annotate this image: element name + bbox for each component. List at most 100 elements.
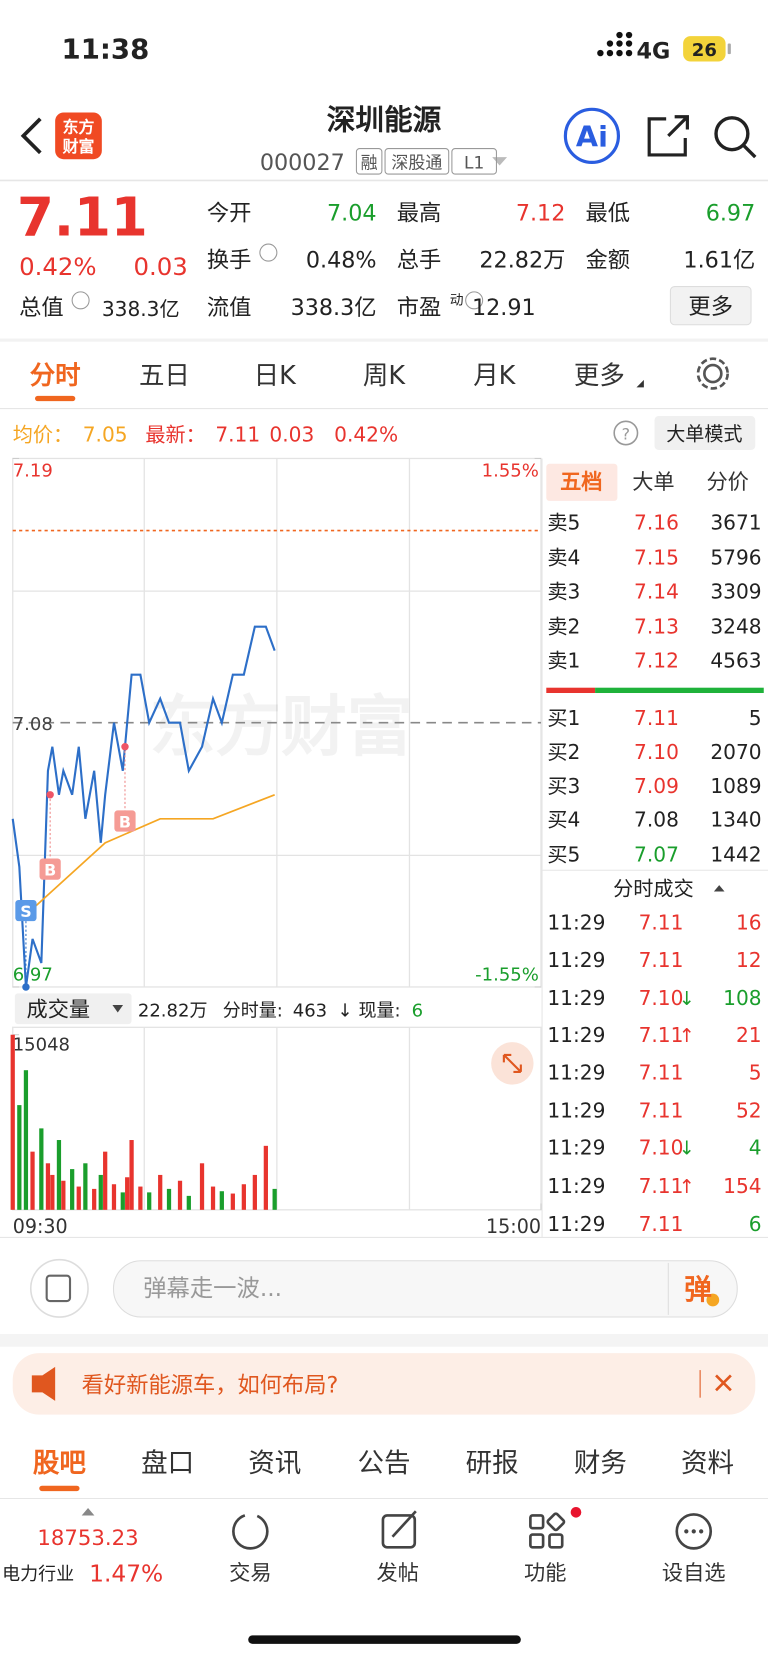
book-qty: 2070 [710, 740, 761, 764]
send-button[interactable]: 弹 [684, 1273, 712, 1306]
battery-icon [683, 36, 726, 62]
volume-bar [177, 1180, 183, 1210]
last-price: 7.11 [17, 187, 148, 249]
trade-time: 11:29 [547, 1023, 605, 1047]
nav-item[interactable]: 发帖 [377, 1561, 419, 1586]
close-button[interactable] [715, 1374, 732, 1392]
badge-box [384, 148, 450, 175]
book-price: 7.13 [634, 615, 679, 639]
field-value: 12.91 [472, 295, 536, 321]
banner[interactable] [12, 1353, 756, 1415]
nav-item[interactable]: 交易 [229, 1561, 271, 1586]
volume-bar [210, 1186, 216, 1210]
status-time: 11:38 [62, 32, 150, 65]
trade-time: 11:29 [547, 1212, 605, 1236]
volume-bar [129, 1140, 134, 1210]
share-button[interactable] [647, 115, 689, 157]
volume-bar [103, 1151, 108, 1210]
more-label[interactable]: 更多 [688, 294, 733, 320]
volume-total: 22.82万 [138, 1001, 208, 1022]
section-tab[interactable]: 股吧 [33, 1448, 87, 1479]
volume-bar [219, 1191, 224, 1210]
book-label: 买3 [547, 774, 580, 798]
dropdown-icon [636, 379, 644, 388]
chart-tab[interactable]: 五日 [139, 361, 190, 391]
x-tick-label: 09:30 [13, 1215, 68, 1238]
volume-now: 6 [412, 1001, 423, 1022]
trade-qty: 4 [749, 1136, 762, 1160]
volume-selector-label[interactable]: 成交量 [27, 998, 91, 1023]
volume-bar [252, 1174, 257, 1210]
chart-tab[interactable]: 月K [473, 361, 516, 391]
back-button[interactable] [20, 117, 42, 155]
settings-button[interactable] [696, 357, 730, 390]
book-label: 卖3 [547, 580, 580, 604]
signal-icon [597, 31, 633, 57]
info-icon [465, 291, 484, 310]
speaker-icon [31, 1366, 56, 1401]
section-tab[interactable]: 资讯 [248, 1448, 301, 1479]
section-tab[interactable]: 公告 [357, 1448, 410, 1479]
volume-bar [230, 1193, 235, 1210]
volume-bar [111, 1184, 117, 1210]
field-value: 338.3亿 [291, 295, 377, 321]
expand-icon[interactable] [81, 1508, 95, 1516]
trade-qty: 16 [736, 911, 762, 935]
trade-time: 11:29 [547, 911, 605, 935]
volume-bar [125, 1177, 130, 1210]
volume-bar [17, 1105, 22, 1210]
trade-arrow: ↓ [679, 1137, 695, 1160]
tab-underline [39, 1485, 80, 1492]
y-tick-label: 15048 [13, 1035, 70, 1056]
trade-price: 7.11 [639, 911, 684, 935]
section-tab[interactable]: 财务 [574, 1448, 627, 1479]
section-tab[interactable]: 资料 [681, 1448, 734, 1479]
volume-bar [138, 1186, 143, 1210]
book-tab[interactable]: 分价 [706, 470, 748, 495]
volume-bar [61, 1180, 66, 1210]
search-button[interactable] [714, 116, 757, 159]
book-tab[interactable]: 大单 [632, 470, 674, 495]
help-icon-glyph: ? [622, 424, 630, 443]
industry-pct: 1.47% [89, 1559, 163, 1587]
mode-label[interactable]: 大单模式 [666, 422, 742, 445]
field-value: 7.04 [327, 201, 377, 227]
avg-label: 均价： [13, 422, 73, 446]
volume-bar [30, 1151, 35, 1210]
comment-placeholder[interactable]: 弹幕走一波... [143, 1274, 282, 1302]
nav-item[interactable]: 功能 [524, 1561, 566, 1586]
chart-tab[interactable]: 分时 [30, 361, 81, 391]
trade-time: 11:29 [547, 986, 605, 1010]
field-label: 今开 [207, 201, 252, 227]
nav-item[interactable]: 设自选 [662, 1561, 726, 1586]
field-label: 总手 [397, 247, 442, 273]
volume-selector[interactable] [14, 993, 132, 1025]
mode-button[interactable] [654, 416, 756, 450]
logo [55, 112, 102, 160]
section-tab[interactable]: 研报 [466, 1448, 519, 1479]
comment-input[interactable] [112, 1260, 738, 1318]
more-button[interactable] [669, 286, 752, 326]
volume-bar [272, 1188, 277, 1210]
change-pct-value: 0.42% [334, 422, 398, 446]
chart-tab[interactable]: 周K [363, 361, 406, 391]
book-price: 7.09 [634, 774, 679, 798]
book-tab[interactable]: 五档 [560, 470, 602, 495]
comment-settings[interactable] [29, 1258, 89, 1318]
help-icon[interactable] [613, 420, 639, 446]
book-label: 买2 [547, 740, 580, 764]
collapse-icon[interactable] [713, 885, 725, 892]
home-indicator [248, 1635, 521, 1644]
field-label: 总值 [19, 295, 64, 321]
banner-text[interactable]: 看好新能源车，如何布局? [82, 1372, 339, 1398]
section-tab[interactable]: 盘口 [141, 1448, 194, 1479]
badge: 深股通 [391, 154, 442, 174]
ai-button[interactable] [563, 107, 621, 164]
volume-bar [263, 1145, 268, 1210]
trade-price: 7.11 [639, 1023, 684, 1047]
chart-tab[interactable]: 更多 [574, 361, 625, 391]
book-label: 买1 [547, 706, 580, 730]
chart-tab[interactable]: 日K [254, 361, 297, 391]
badge-box [355, 148, 383, 175]
volume-bar [166, 1188, 172, 1210]
